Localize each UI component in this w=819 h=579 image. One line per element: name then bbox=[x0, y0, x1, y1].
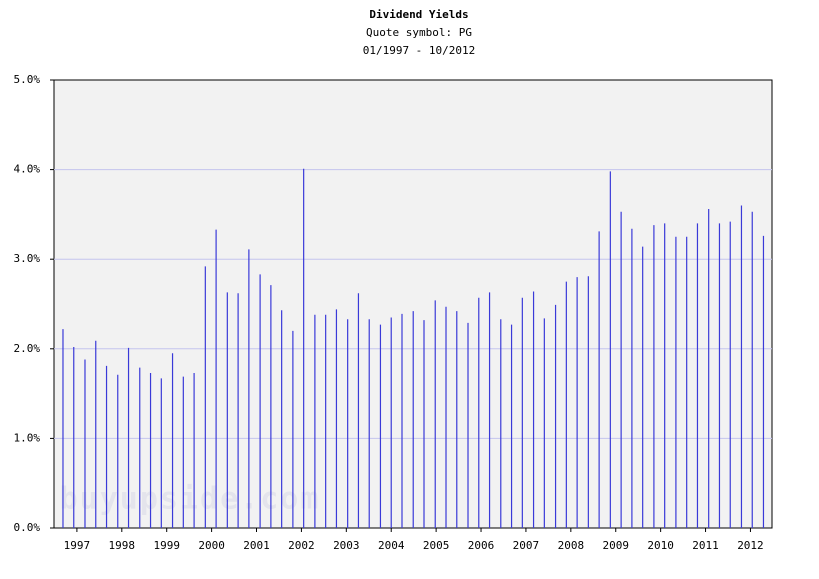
y-tick-label: 3.0% bbox=[14, 252, 41, 265]
chart-subtitle: 01/1997 - 10/2012 bbox=[363, 44, 476, 57]
x-tick-label: 2007 bbox=[513, 539, 540, 552]
x-tick-label: 2004 bbox=[378, 539, 405, 552]
chart-title: Dividend Yields bbox=[369, 8, 468, 21]
y-tick-label: 2.0% bbox=[14, 342, 41, 355]
x-tick-label: 2003 bbox=[333, 539, 360, 552]
x-tick-label: 2010 bbox=[647, 539, 674, 552]
x-tick-label: 2002 bbox=[288, 539, 315, 552]
y-tick-label: 4.0% bbox=[14, 163, 41, 176]
y-tick-label: 5.0% bbox=[14, 73, 41, 86]
x-tick-label: 2008 bbox=[558, 539, 585, 552]
x-tick-label: 2011 bbox=[692, 539, 719, 552]
x-tick-label: 2001 bbox=[243, 539, 270, 552]
y-tick-label: 1.0% bbox=[14, 431, 41, 444]
x-tick-label: 2006 bbox=[468, 539, 495, 552]
x-tick-label: 2012 bbox=[737, 539, 764, 552]
chart-subtitle: Quote symbol: PG bbox=[366, 26, 472, 39]
x-tick-label: 1999 bbox=[153, 539, 180, 552]
watermark: buyupside.com bbox=[60, 482, 321, 517]
y-tick-label: 0.0% bbox=[14, 521, 41, 534]
x-tick-label: 2005 bbox=[423, 539, 450, 552]
x-tick-label: 2009 bbox=[602, 539, 629, 552]
x-tick-label: 2000 bbox=[198, 539, 225, 552]
x-tick-label: 1998 bbox=[109, 539, 136, 552]
x-tick-label: 1997 bbox=[64, 539, 91, 552]
